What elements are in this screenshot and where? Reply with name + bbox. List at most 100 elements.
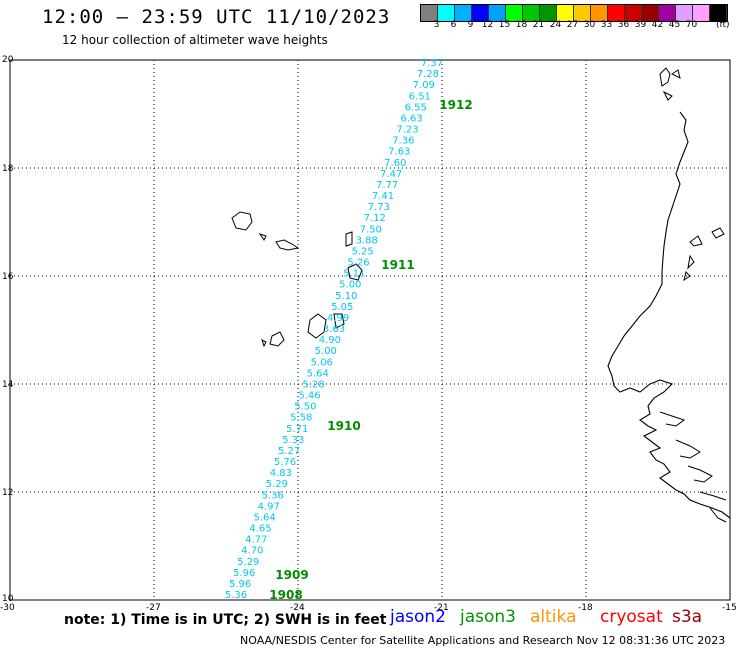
colorbar-label: 12	[481, 20, 494, 30]
colorbar-swatch	[455, 5, 472, 21]
track-value-label: 6.63	[400, 113, 422, 124]
track-value-label: 4.77	[245, 535, 267, 546]
colorbar-label: 39	[634, 20, 647, 30]
y-tick-label: 18	[2, 164, 14, 174]
colorbar-swatch	[489, 5, 506, 21]
y-tick-label: 20	[2, 55, 14, 65]
colorbar-swatch	[574, 5, 591, 21]
africa-coastline-bays	[659, 411, 727, 523]
track-value-label: 7.36	[392, 136, 414, 147]
x-tick-label: -15	[722, 603, 737, 613]
colorbar-label: 33	[600, 20, 613, 30]
track-value-label: 7.50	[360, 224, 382, 235]
track-value-label: 5.26	[347, 258, 369, 269]
track-value-label: 5.06	[311, 357, 333, 368]
track-value-label: 4.65	[249, 524, 271, 535]
track-value-label: 5.29	[266, 479, 288, 490]
track-value-label: 4.97	[258, 501, 280, 512]
colorbar-label: 9	[467, 20, 474, 30]
credit-line: NOAA/NESDIS Center for Satellite Applica…	[240, 634, 726, 647]
x-tick-label: -27	[146, 603, 161, 613]
africa-coastline	[607, 111, 731, 519]
track-value-label: 5.33	[282, 435, 304, 446]
map-frame	[9, 59, 731, 601]
colorbar-units: (ft)	[716, 20, 730, 30]
colorbar-swatch	[421, 5, 438, 21]
colorbar-swatch	[676, 5, 693, 21]
colorbar-label: 27	[566, 20, 579, 30]
colorbar-label: 36	[617, 20, 630, 30]
colorbar-swatch	[591, 5, 608, 21]
y-tick-label: 12	[2, 488, 13, 498]
track-time-label: 1912	[439, 98, 472, 112]
x-tick-label: -24	[290, 603, 305, 613]
track-value-label: 4.90	[319, 335, 341, 346]
colorbar-labels: 3 6 9 12 15 18 21 24 27 30 33 36 39 42 45 70	[420, 20, 700, 30]
chart-subtitle: 12 hour collection of altimeter wave hei…	[62, 33, 328, 47]
colorbar-swatch	[438, 5, 455, 21]
track-value-label: 7.09	[413, 80, 435, 91]
track-value-label: 5.96	[233, 568, 255, 579]
colorbar-label: 3	[433, 20, 440, 30]
track-value-label: 5.00	[339, 280, 361, 291]
satellite-altika: altika	[530, 607, 577, 627]
track-value-label: 5.28	[302, 379, 324, 390]
colorbar-swatch	[540, 5, 557, 21]
track-value-label: 6.55	[405, 102, 427, 113]
track-time-label: 1908	[269, 588, 302, 602]
y-tick-label: 10	[2, 594, 14, 604]
track-value-label: 6.51	[409, 91, 431, 102]
track-time-label: 1911	[381, 258, 414, 272]
footer-note: note: 1) Time is in UTC; 2) SWH is in fe…	[64, 612, 387, 628]
track-value-label: 5.96	[229, 579, 251, 590]
y-tick-label: 14	[2, 380, 14, 390]
track-times: 1912 1911 1910 1909 1908	[269, 98, 472, 602]
track-value-label: 5.46	[298, 391, 320, 402]
colorbar-swatch	[608, 5, 625, 21]
track-value-label: 7.77	[376, 180, 398, 191]
track-value-label: 5.27	[278, 446, 300, 457]
satellite-s3a: s3a	[672, 607, 703, 627]
track-value-label: 7.47	[380, 169, 402, 180]
colorbar-label: 24	[549, 20, 562, 30]
track-value-label: 3.63	[323, 324, 345, 335]
colorbar-label: 70	[685, 20, 698, 30]
track-value-label: 5.05	[331, 302, 353, 313]
canary-islands	[659, 67, 725, 282]
track-value-label: 5.11	[343, 269, 365, 280]
track-value-label: 7.23	[396, 125, 418, 136]
colorbar-label: 42	[651, 20, 664, 30]
colorbar-swatch	[472, 5, 489, 21]
x-tick-label: -30	[0, 603, 15, 613]
track-time-label: 1909	[275, 568, 308, 582]
track-value-label: 7.37	[421, 58, 443, 69]
colorbar-swatch	[523, 5, 540, 21]
track-value-label: 4.70	[241, 546, 263, 557]
colorbar-label: 18	[515, 20, 528, 30]
track-value-label: 5.50	[294, 402, 316, 413]
track-value-label: 5.76	[274, 457, 296, 468]
track-value-label: 5.29	[237, 557, 259, 568]
colorbar-label: 45	[668, 20, 681, 30]
cape-verde-islands	[231, 211, 363, 348]
track-value-label: 5.36	[225, 590, 247, 601]
track-value-label: 5.64	[253, 512, 275, 523]
x-tick-label: -21	[434, 603, 449, 613]
satellite-jason3: jason3	[460, 607, 516, 627]
track-value-label: 5.10	[335, 291, 357, 302]
track-value-label: 7.60	[384, 158, 406, 169]
track-value-label: 5.64	[307, 368, 329, 379]
satellite-jason2: jason2	[390, 607, 446, 627]
track-value-label: 5.25	[351, 246, 373, 257]
satellite-cryosat: cryosat	[600, 607, 663, 627]
track-value-label: 7.73	[368, 202, 390, 213]
wave-height-colorbar	[420, 4, 728, 22]
track-value-label: 5.36	[262, 490, 284, 501]
colorbar-swatch	[506, 5, 523, 21]
colorbar-label: 30	[583, 20, 596, 30]
colorbar-swatch	[642, 5, 659, 21]
track-value-label: 4.99	[327, 313, 349, 324]
colorbar-swatch	[710, 5, 727, 21]
track-value-label: 5.58	[290, 413, 312, 424]
track-value-label: 7.12	[364, 213, 386, 224]
